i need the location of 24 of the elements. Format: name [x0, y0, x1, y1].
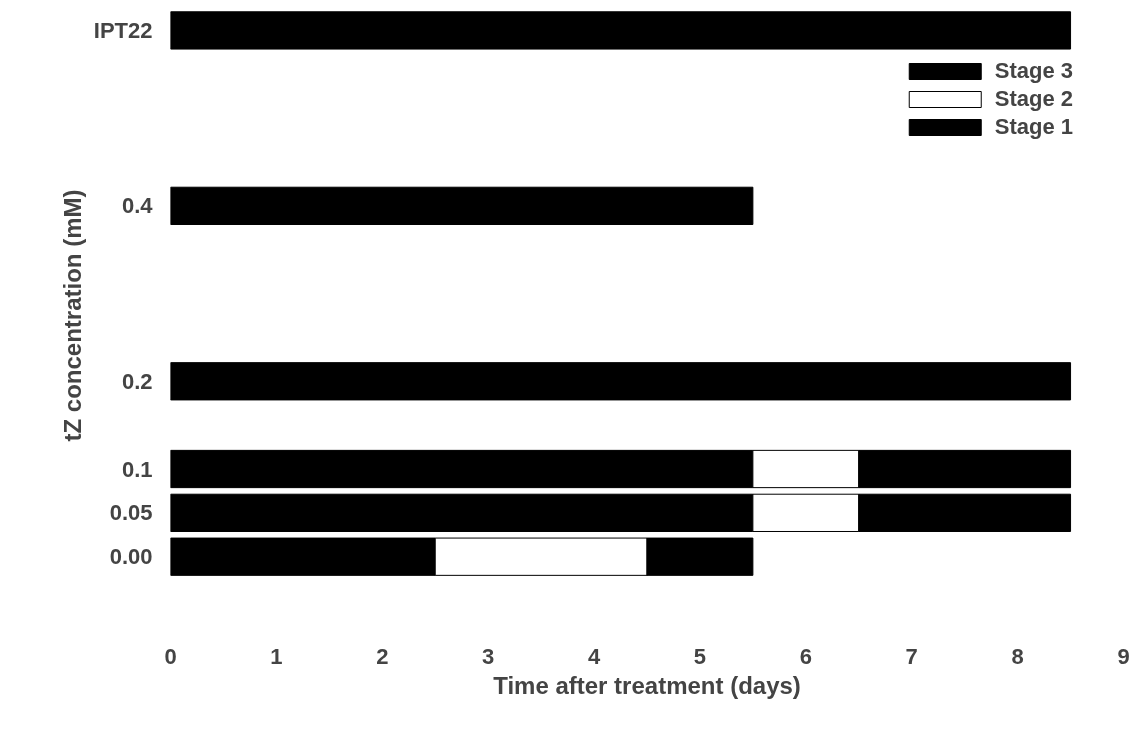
legend-label: Stage 3	[994, 58, 1073, 84]
x-tick-label: 2	[376, 643, 389, 669]
y-tick-label: 0.00	[109, 544, 153, 570]
x-tick-label: 6	[799, 643, 812, 669]
x-tick-label: 1	[270, 643, 283, 669]
y-tick-label: 0.1	[121, 456, 153, 482]
bar	[170, 186, 754, 225]
y-tick-label: 0.4	[121, 193, 154, 219]
x-tick-label: 5	[693, 643, 707, 669]
x-tick-label: 8	[1011, 643, 1024, 669]
bar	[170, 362, 1072, 401]
bar	[170, 11, 1072, 50]
y-tick-label: IPT22	[93, 17, 153, 43]
legend-label: Stage 1	[994, 114, 1073, 140]
x-tick-label: 3	[482, 643, 495, 669]
y-axis-title: tZ concentration (mM)	[58, 189, 86, 442]
legend-label: Stage 2	[994, 86, 1073, 112]
x-tick-label: 4	[587, 643, 601, 669]
x-axis-title: Time after treatment (days)	[493, 671, 801, 699]
y-tick-label: 0.2	[121, 368, 153, 394]
x-tick-label: 7	[905, 643, 918, 669]
y-tick-label: 0.05	[109, 500, 153, 526]
x-tick-label: 9	[1117, 643, 1130, 669]
x-tick-label: 0	[164, 643, 177, 669]
